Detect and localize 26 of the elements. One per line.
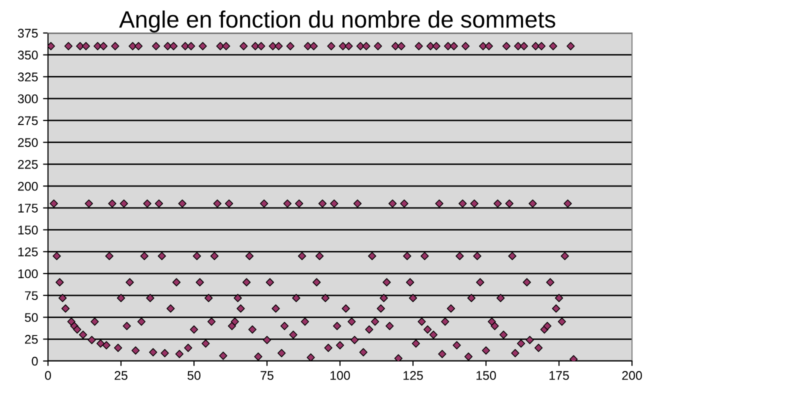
y-tick-label: 25 [25, 334, 38, 344]
y-tick-label: 150 [18, 226, 38, 234]
y-tick-label: 175 [18, 204, 38, 213]
x-tick-label: 150 [476, 371, 496, 380]
x-tick-label: 50 [188, 371, 200, 380]
x-tick-label: 0 [45, 371, 51, 380]
x-tick-label: 75 [260, 371, 274, 380]
y-tick-label: 325 [18, 72, 38, 82]
y-tick-label: 200 [18, 182, 38, 191]
x-tick-label: 25 [114, 371, 128, 380]
x-tick-label: 100 [330, 371, 350, 380]
y-tick-label: 300 [18, 94, 38, 104]
y-tick-label: 375 [18, 28, 38, 38]
chart-title: Angle en fonction du nombre de sommets [119, 10, 556, 32]
y-tick-label: 125 [18, 247, 38, 256]
y-tick-label: 225 [18, 160, 38, 169]
x-tick-label: 200 [622, 371, 642, 380]
x-tick-label: 175 [550, 371, 569, 380]
y-tick-label: 75 [25, 291, 38, 300]
y-tick-label: 275 [18, 116, 38, 126]
x-tick-label: 125 [404, 371, 423, 380]
y-tick-label: 100 [18, 269, 38, 278]
y-tick-label: 0 [32, 356, 38, 366]
y-tick-label: 250 [18, 138, 38, 147]
y-tick-label: 350 [18, 50, 38, 60]
y-tick-label: 50 [24, 313, 38, 322]
